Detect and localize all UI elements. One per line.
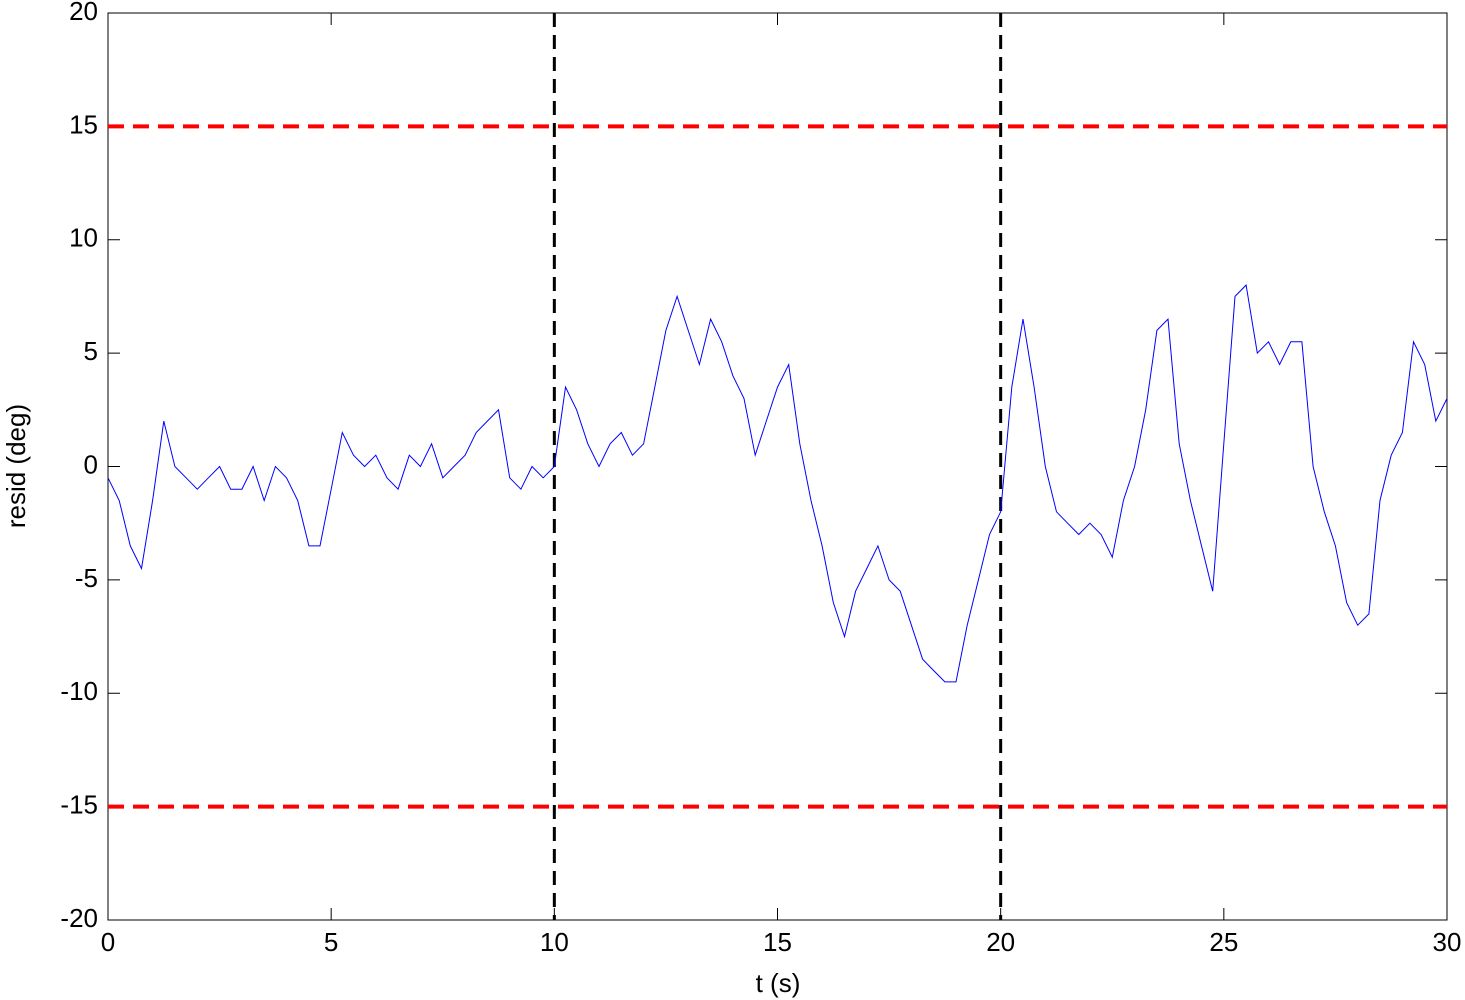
y-tick-label: -20: [60, 903, 98, 933]
plot-frame: [107, 12, 1448, 921]
y-tick-label: -10: [60, 676, 98, 706]
x-tick-label: 5: [324, 927, 338, 957]
y-tick-label: 0: [84, 449, 98, 479]
data-line: [107, 284, 1448, 683]
x-tick-label: 30: [1433, 927, 1462, 957]
y-tick-label: 5: [84, 336, 98, 366]
y-tick-label: 20: [69, 0, 98, 26]
y-tick-label: 15: [69, 109, 98, 139]
y-tick-label: -5: [75, 563, 98, 593]
x-tick-label: 0: [101, 927, 115, 957]
x-tick-label: 25: [1209, 927, 1238, 957]
y-tick-label: -15: [60, 790, 98, 820]
x-tick-label: 10: [540, 927, 569, 957]
y-tick-label: 10: [69, 223, 98, 253]
x-tick-label: 15: [763, 927, 792, 957]
x-axis-label: t (s): [756, 968, 801, 998]
y-axis-label: resid (deg): [1, 404, 31, 528]
x-tick-label: 20: [986, 927, 1015, 957]
